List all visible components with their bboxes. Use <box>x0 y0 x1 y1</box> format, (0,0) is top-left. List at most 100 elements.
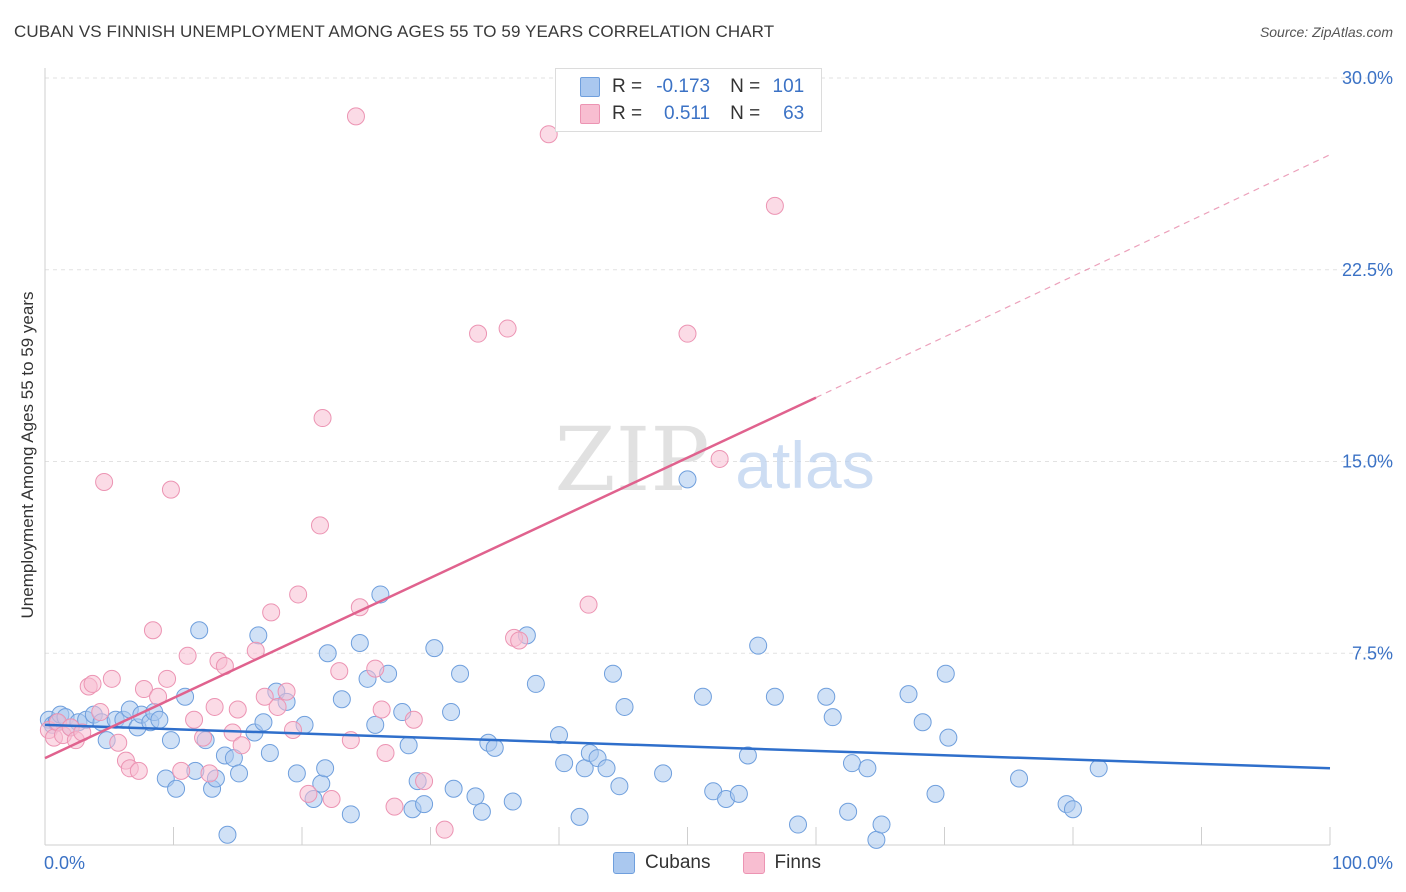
cubans-point-59 <box>451 664 470 683</box>
cubans-point-79 <box>693 687 712 706</box>
cubans-point-31 <box>230 764 249 783</box>
finns-legend-label: Finns <box>774 852 821 873</box>
cubans-point-76 <box>615 697 634 716</box>
finns-swatch <box>580 104 600 124</box>
finns-point-41 <box>313 409 332 428</box>
finns-point-34 <box>262 603 281 622</box>
cubans-point-42 <box>316 759 335 778</box>
finns-point-25 <box>200 764 219 783</box>
finns-point-36 <box>277 682 296 701</box>
finns-point-61 <box>710 449 729 468</box>
cubans-point-52 <box>399 736 418 755</box>
cubans-point-29 <box>218 825 237 844</box>
cubans-point-94 <box>899 685 918 704</box>
finns-point-39 <box>299 784 318 803</box>
cubans-point-45 <box>341 805 360 824</box>
finns-point-54 <box>469 324 488 343</box>
finns-legend-swatch <box>742 852 765 874</box>
legend-row-finns: R = 0.511 N = 63 <box>580 102 804 126</box>
finns-point-62 <box>765 196 784 215</box>
source-label: Source: ZipAtlas.com <box>1259 24 1393 40</box>
cubans-trend-line <box>44 723 1331 770</box>
finns-point-17 <box>143 621 162 640</box>
finns-point-38 <box>289 585 308 604</box>
cubans-point-92 <box>867 830 886 849</box>
cubans-point-84 <box>749 636 768 655</box>
cubans-point-88 <box>823 708 842 727</box>
finns-point-31 <box>232 736 251 755</box>
cubans-point-24 <box>190 621 209 640</box>
cubans-point-56 <box>425 639 444 658</box>
cubans-point-35 <box>260 743 279 762</box>
cubans-point-102 <box>1089 759 1108 778</box>
finns-point-30 <box>228 700 247 719</box>
cubans-point-83 <box>738 746 757 765</box>
cubans-point-77 <box>654 764 673 783</box>
finns-point-57 <box>510 631 529 650</box>
cubans-point-89 <box>839 802 858 821</box>
finns-point-23 <box>185 710 204 729</box>
y-tick-label-0: 7.5% <box>1352 643 1393 663</box>
finns-point-33 <box>255 687 274 706</box>
cubans-point-68 <box>555 754 574 773</box>
cubans-point-57 <box>442 703 461 722</box>
cubans-point-60 <box>466 787 485 806</box>
finns-point-49 <box>376 743 395 762</box>
cubans-point-38 <box>287 764 306 783</box>
correlation-legend: R = -0.173 N = 101 R = 0.511 N = 63 <box>555 68 822 132</box>
cubans-point-55 <box>415 795 434 814</box>
finns-r-label: R = <box>612 103 643 124</box>
cubans-point-91 <box>858 759 877 778</box>
cubans-point-87 <box>817 687 836 706</box>
finns-point-8 <box>83 674 102 693</box>
cubans-n-value: 101 <box>772 76 805 97</box>
cubans-point-86 <box>789 815 808 834</box>
finns-point-40 <box>310 516 329 535</box>
finns-point-19 <box>158 669 177 688</box>
cubans-point-82 <box>729 784 748 803</box>
finns-point-58 <box>539 125 558 144</box>
finns-point-10 <box>95 472 114 491</box>
tick-labels: 7.5% 15.0% 22.5% 30.0% 0.0% 100.0% <box>44 68 1393 873</box>
series-legend: Cubans Finns <box>613 852 821 874</box>
finns-point-48 <box>372 700 391 719</box>
finns-trend-extension <box>815 154 1331 399</box>
finns-r-value: 0.511 <box>663 103 711 124</box>
finns-point-52 <box>415 772 434 791</box>
finns-point-53 <box>435 820 454 839</box>
y-tick-label-2: 22.5% <box>1342 260 1393 280</box>
finns-point-12 <box>109 733 128 752</box>
finns-point-20 <box>161 480 180 499</box>
cubans-point-93 <box>872 815 891 834</box>
finns-n-value: 63 <box>783 103 805 124</box>
cubans-point-95 <box>913 713 932 732</box>
cubans-point-99 <box>1010 769 1029 788</box>
cubans-point-58 <box>444 779 463 798</box>
cubans-point-98 <box>939 728 958 747</box>
finns-point-15 <box>129 761 148 780</box>
cubans-point-85 <box>765 687 784 706</box>
cubans-point-66 <box>526 674 545 693</box>
cubans-point-73 <box>597 759 616 778</box>
finns-point-59 <box>579 595 598 614</box>
x-tick-label-0: 0.0% <box>44 853 85 873</box>
finns-point-45 <box>346 107 365 126</box>
cubans-point-64 <box>503 792 522 811</box>
finns-point-47 <box>366 659 385 678</box>
finns-point-11 <box>102 669 121 688</box>
cubans-legend-label: Cubans <box>645 852 711 873</box>
cubans-n-label: N = <box>730 76 761 97</box>
finns-point-37 <box>284 720 303 739</box>
cubans-point-33 <box>249 626 268 645</box>
cubans-point-78 <box>678 470 697 489</box>
cubans-point-18 <box>150 710 169 729</box>
finns-point-9 <box>91 703 110 722</box>
finns-point-51 <box>404 710 423 729</box>
watermark-atlas: atlas <box>735 428 874 502</box>
finns-point-21 <box>172 761 191 780</box>
finns-point-50 <box>385 797 404 816</box>
legend-row-cubans: R = -0.173 N = 101 <box>580 75 804 99</box>
grid-lines <box>45 77 1392 654</box>
cubans-point-74 <box>603 664 622 683</box>
